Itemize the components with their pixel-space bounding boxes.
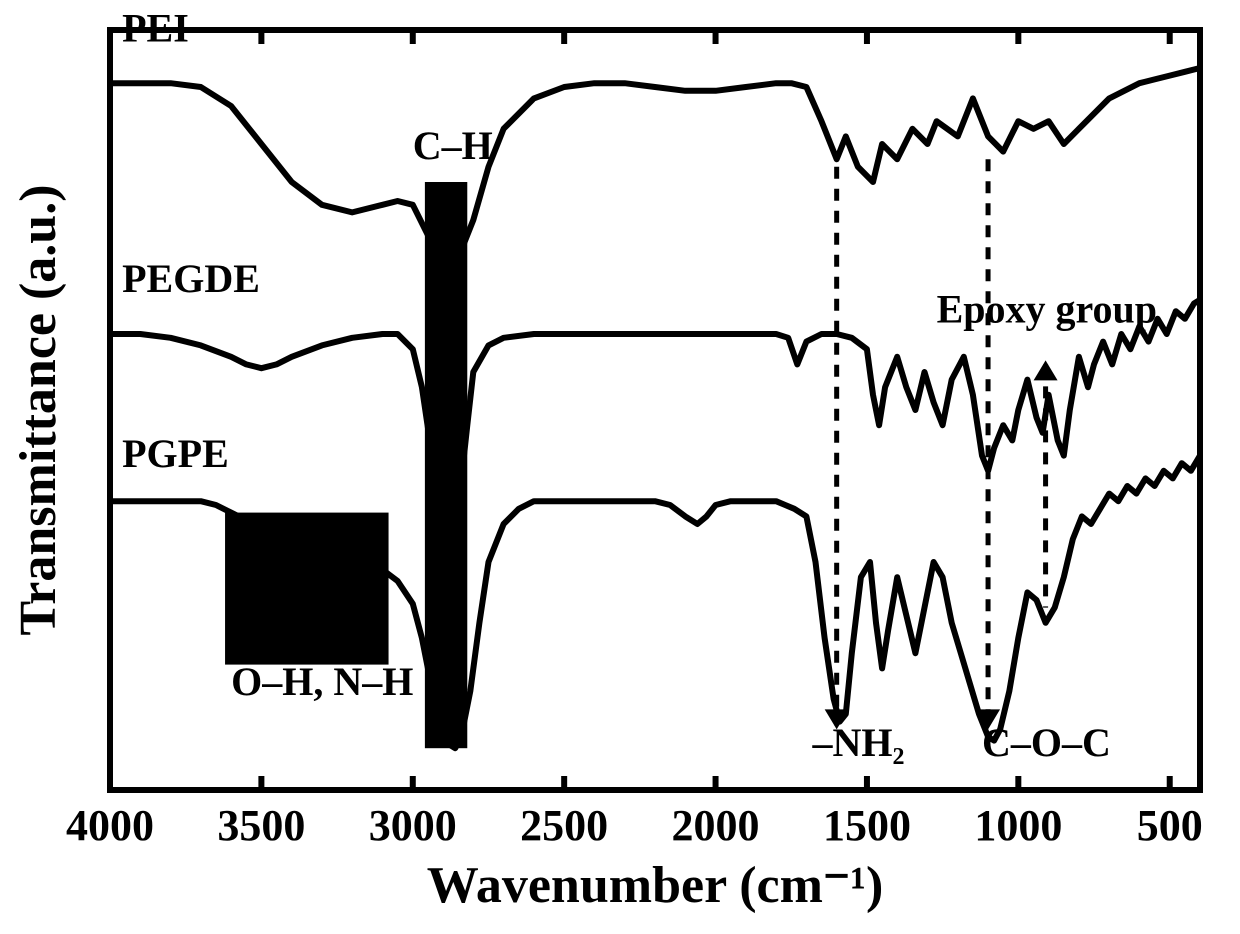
CH-band [425, 182, 467, 748]
y-axis-label: Transmittance (a.u.) [10, 184, 67, 635]
OHNH-label: O–H, N–H [231, 659, 413, 704]
CH-label: C–H [413, 123, 493, 168]
COC-label: C–O–C [982, 720, 1111, 765]
x-tick-label: 2500 [520, 801, 608, 850]
series-label-PEGDE: PEGDE [122, 256, 260, 301]
x-tick-label: 1500 [823, 801, 911, 850]
x-tick-label: 3000 [369, 801, 457, 850]
OH-NH-band [225, 513, 388, 665]
epoxy-label: Epoxy group [937, 287, 1157, 332]
x-tick-label: 500 [1137, 801, 1203, 850]
x-axis-label: Wavenumber (cm⁻¹) [427, 857, 884, 914]
ftir-chart: 4000 3500 3000 2500 2000 1500 1000 500 Wavenumbe… [0, 0, 1240, 934]
x-tick-label: 1000 [974, 801, 1062, 850]
chart-svg: 4000 3500 3000 2500 2000 1500 1000 500 Wavenumbe… [0, 0, 1240, 934]
x-tick-label: 2000 [672, 801, 760, 850]
series-label-PGPE: PGPE [122, 431, 229, 476]
NH2-label: –NH₂ [811, 720, 904, 765]
series-label-PEI: PEI [122, 5, 189, 50]
x-tick-label: 4000 [66, 801, 154, 850]
x-tick-label: 3500 [217, 801, 305, 850]
